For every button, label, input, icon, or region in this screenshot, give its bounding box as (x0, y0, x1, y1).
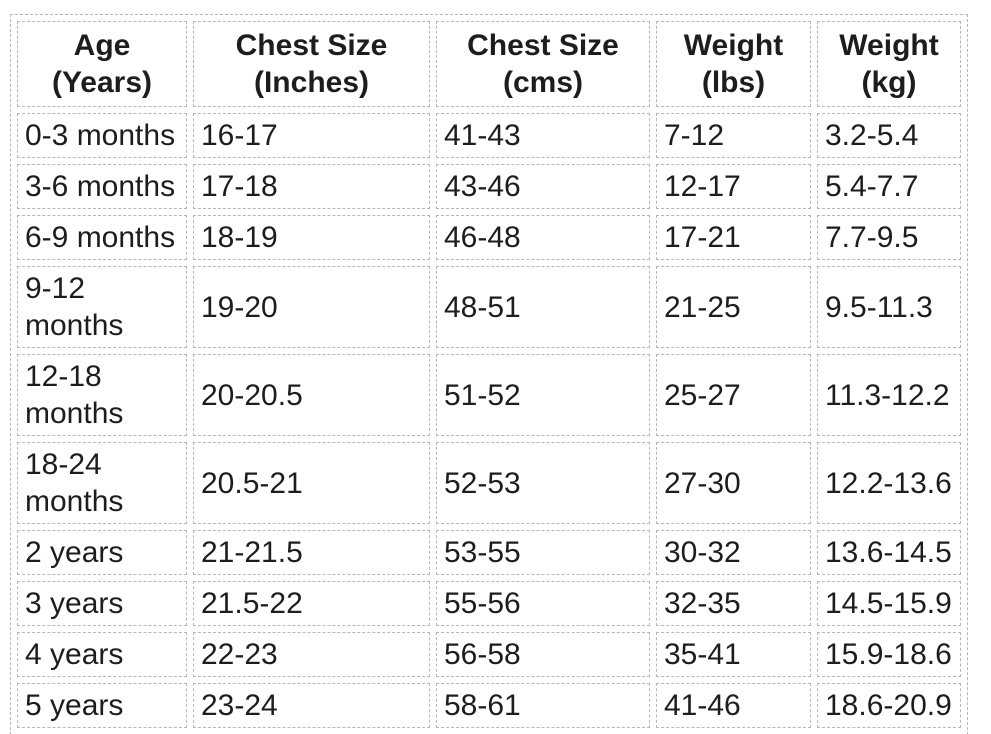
header-line: Weight (839, 29, 939, 62)
table-cell: 6-9 months (17, 215, 187, 260)
table-cell: 23-24 (193, 683, 430, 728)
header-line: Age (73, 29, 131, 62)
table-cell: 55-56 (436, 581, 650, 626)
column-header-chest-cms: Chest Size (cms) (436, 21, 650, 107)
table-cell: 7.7-9.5 (817, 215, 961, 260)
header-line: (lbs) (701, 66, 766, 99)
table-body: 0-3 months 16-17 41-43 7-12 3.2-5.4 3-6 month… (17, 113, 961, 728)
table-cell: 41-43 (436, 113, 650, 158)
table-cell: 20.5-21 (193, 442, 430, 524)
table-cell: 18-19 (193, 215, 430, 260)
table-cell: 21-25 (656, 266, 811, 348)
table-cell: 0-3 months (17, 113, 187, 158)
header-line: Chest Size (467, 29, 619, 62)
table-cell: 41-46 (656, 683, 811, 728)
table-cell: 4 years (17, 632, 187, 677)
table-cell: 35-41 (656, 632, 811, 677)
table-row: 3 years 21.5-22 55-56 32-35 14.5-15.9 (17, 581, 961, 626)
column-header-age: Age (Years) (17, 21, 187, 107)
table-cell: 22-23 (193, 632, 430, 677)
table-row: 4 years 22-23 56-58 35-41 15.9-18.6 (17, 632, 961, 677)
table-cell: 46-48 (436, 215, 650, 260)
header-line: (kg) (861, 66, 917, 99)
table-cell: 3.2-5.4 (817, 113, 961, 158)
table-cell: 12.2-13.6 (817, 442, 961, 524)
table-row: 2 years 21-21.5 53-55 30-32 13.6-14.5 (17, 530, 961, 575)
table-cell: 20-20.5 (193, 354, 430, 436)
table-cell: 53-55 (436, 530, 650, 575)
table-cell: 48-51 (436, 266, 650, 348)
table-cell: 14.5-15.9 (817, 581, 961, 626)
table-cell: 43-46 (436, 164, 650, 209)
table-cell: 5.4-7.7 (817, 164, 961, 209)
table-cell: 27-30 (656, 442, 811, 524)
table-cell: 5 years (17, 683, 187, 728)
column-header-chest-inches: Chest Size (Inches) (193, 21, 430, 107)
header-line: (cms) (502, 66, 584, 99)
table-row: 18-24 months 20.5-21 52-53 27-30 12.2-13.6 (17, 442, 961, 524)
table-cell: 11.3-12.2 (817, 354, 961, 436)
table-cell: 16-17 (193, 113, 430, 158)
table-cell: 17-18 (193, 164, 430, 209)
table-row: 6-9 months 18-19 46-48 17-21 7.7-9.5 (17, 215, 961, 260)
table-row: 9-12 months 19-20 48-51 21-25 9.5-11.3 (17, 266, 961, 348)
table-cell: 21-21.5 (193, 530, 430, 575)
table-cell: 12-17 (656, 164, 811, 209)
table-cell: 30-32 (656, 530, 811, 575)
table-cell: 18.6-20.9 (817, 683, 961, 728)
header-line: (Inches) (253, 66, 370, 99)
size-chart-table: Age (Years) Chest Size (Inches) Chest Si… (10, 14, 968, 734)
table-cell: 58-61 (436, 683, 650, 728)
table-cell: 9-12 months (17, 266, 187, 348)
table-cell: 56-58 (436, 632, 650, 677)
header-line: (Years) (51, 66, 153, 99)
table-cell: 17-21 (656, 215, 811, 260)
table-cell: 3 years (17, 581, 187, 626)
column-header-weight-lbs: Weight (lbs) (656, 21, 811, 107)
table-cell: 2 years (17, 530, 187, 575)
table-cell: 12-18 months (17, 354, 187, 436)
column-header-weight-kg: Weight (kg) (817, 21, 961, 107)
table-cell: 7-12 (656, 113, 811, 158)
table-cell: 32-35 (656, 581, 811, 626)
header-line: Weight (683, 29, 784, 62)
table-cell: 51-52 (436, 354, 650, 436)
table-cell: 13.6-14.5 (817, 530, 961, 575)
table-row: 5 years 23-24 58-61 41-46 18.6-20.9 (17, 683, 961, 728)
header-row: Age (Years) Chest Size (Inches) Chest Si… (17, 21, 961, 107)
table-cell: 21.5-22 (193, 581, 430, 626)
table-cell: 3-6 months (17, 164, 187, 209)
table-cell: 52-53 (436, 442, 650, 524)
table-cell: 19-20 (193, 266, 430, 348)
table-header: Age (Years) Chest Size (Inches) Chest Si… (17, 21, 961, 107)
table-row: 12-18 months 20-20.5 51-52 25-27 11.3-12.2 (17, 354, 961, 436)
table-cell: 9.5-11.3 (817, 266, 961, 348)
table-cell: 25-27 (656, 354, 811, 436)
table-row: 3-6 months 17-18 43-46 12-17 5.4-7.7 (17, 164, 961, 209)
table-cell: 15.9-18.6 (817, 632, 961, 677)
header-line: Chest Size (235, 29, 388, 62)
table-cell: 18-24 months (17, 442, 187, 524)
table-row: 0-3 months 16-17 41-43 7-12 3.2-5.4 (17, 113, 961, 158)
